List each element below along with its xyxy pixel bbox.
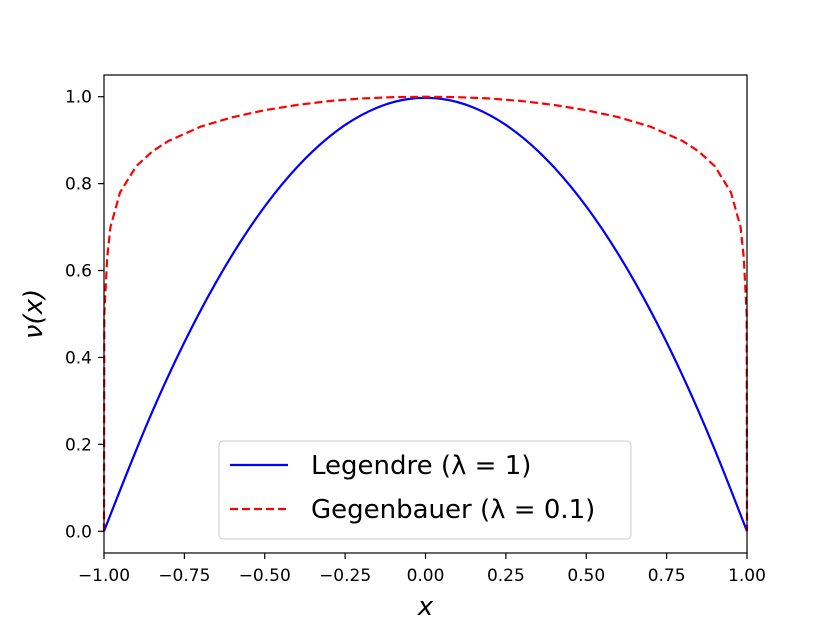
series-layer [102,95,749,532]
y-tick-label: 1.0 [65,88,92,108]
y-tick-label: 0.8 [65,175,92,195]
legend: Legendre (λ = 1) Gegenbauer (λ = 0.1) [218,440,632,540]
y-axis-ticks: 0.0 0.2 0.4 0.6 0.8 1.0 [65,88,104,542]
legend-box [218,440,632,540]
legend-label-gegenbauer: Gegenbauer (λ = 0.1) [311,495,595,525]
x-tick-label: 0.00 [407,566,445,586]
x-tick-label: −0.25 [319,566,371,586]
x-tick-label: −0.75 [158,566,210,586]
x-tick-label: 0.50 [567,566,605,586]
y-tick-label: 0.4 [65,348,92,368]
x-axis-ticks: −1.00 −0.75 −0.50 −0.25 0.00 0.25 0.50 0.75 1.00 [78,553,766,586]
x-tick-label: 0.75 [648,566,686,586]
y-tick-label: 0.2 [65,435,92,455]
x-tick-label: 0.25 [487,566,525,586]
y-axis-label: ν(x) [19,289,49,339]
y-tick-label: 0.6 [65,262,92,282]
x-axis-label: x [417,592,434,622]
x-tick-label: −1.00 [78,566,130,586]
legend-label-legendre: Legendre (λ = 1) [311,451,531,481]
x-tick-label: 1.00 [728,566,766,586]
series-line-gegenbauer [102,95,749,532]
x-tick-label: −0.50 [239,566,291,586]
y-tick-label: 0.0 [65,522,92,542]
